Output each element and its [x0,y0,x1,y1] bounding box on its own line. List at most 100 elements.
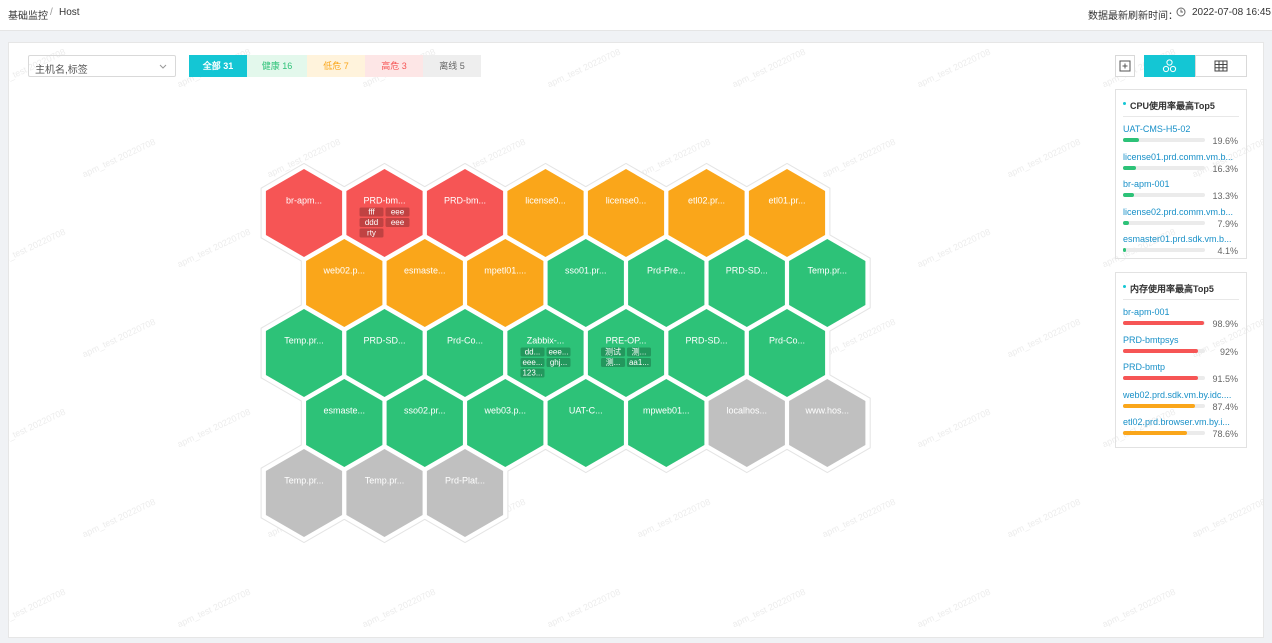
breadcrumb[interactable]: 基础监控 [8,11,48,22]
tag-bg [627,358,651,367]
host-hexagon[interactable]: Prd-Co... [426,309,504,397]
value-label: 16.3% [1212,163,1238,174]
host-label: etl02.pr... [688,195,725,205]
host-hexagon[interactable]: esmaste... [386,239,463,327]
host-label: license0... [606,195,647,205]
hex [628,379,705,467]
host-hexagon[interactable]: Zabbix-...dd... eee...eee... ghj...123... [507,309,584,397]
hex [306,239,383,327]
search-select[interactable]: 主机名,标签 [28,55,176,77]
tag: 测... [606,358,621,367]
tag-bg [520,347,545,357]
refresh-time: 2022-07-08 16:45 [1192,7,1271,18]
top-bar: 基础监控 / Host 数据最新刷新时间： 2022-07-08 16:45 [0,0,1272,31]
progress-bar [1123,348,1199,353]
hex [426,309,504,397]
host-hexagon[interactable]: PRD-SD... [346,309,423,397]
host-label: Prd-Plat... [445,475,485,485]
host-hexagon[interactable]: license0... [587,169,665,257]
host-hexagon[interactable]: sso01.pr... [547,239,624,327]
host-label: PRD-SD... [685,335,727,345]
host-hexagon[interactable]: etl02.pr... [668,169,745,257]
placeholder: 主机名,标签 [35,65,88,76]
host-name[interactable]: PRD-bmtpsys [1123,334,1179,345]
hex [708,379,785,467]
host-name[interactable]: web02.prd.sdk.vm.by.idc.... [1123,389,1232,400]
value-label: 87.4% [1212,401,1238,412]
host-hexagon[interactable]: localhos... [708,379,785,467]
host-label: esmaste... [404,265,446,275]
host-hexagon[interactable]: UAT-C... [547,379,624,467]
host-hexagon[interactable]: mpetl01.... [467,239,544,327]
progress-bar [1123,376,1199,380]
filter-tab[interactable]: 低危 7 [307,55,365,77]
title-dot [1123,285,1126,288]
host-hexagon[interactable]: PRE-OP...测试 测...测... aa1... [587,309,665,397]
host-hexagon[interactable]: Temp.pr... [265,449,343,537]
host-hexagon[interactable]: etl01.pr... [748,169,826,257]
expand-button[interactable] [1115,55,1135,77]
tag: eee... [522,358,542,367]
tag-bg [520,358,545,367]
host-hexagon[interactable]: PRD-SD... [708,239,785,327]
host-hexagon[interactable]: Temp.pr... [789,239,866,327]
host-label: Prd-Co... [769,335,805,345]
host-hexagon[interactable]: PRD-bm... [426,169,504,257]
host-name[interactable]: license01.prd.comm.vm.b... [1123,151,1234,162]
host-hexagon[interactable]: www.hos... [789,379,866,467]
host-hexagon[interactable]: esmaste... [306,379,383,467]
host-hexagon[interactable]: Prd-Plat... [426,449,504,537]
filter-tab[interactable]: 离线 5 [423,55,481,77]
host-label: mpetl01.... [484,265,526,275]
host-hexagon[interactable]: mpweb01... [628,379,705,467]
value-label: 19.6% [1212,136,1238,146]
title-dot [1123,102,1126,105]
host-label: PRD-SD... [726,265,768,275]
host-hexagon[interactable]: PRD-bm... fff eee ddd eee rty [346,169,423,257]
hex [668,309,745,397]
top5-panel: CPU使用率最高Top5 UAT-CMS-H5-02 19.6% license01.… [1115,89,1247,259]
value-label: 98.9% [1212,319,1238,329]
progress-bar [1123,220,1130,225]
host-hexagon[interactable]: PRD-SD... [668,309,745,397]
tag-bg [385,207,410,217]
hex [265,169,343,257]
host-name[interactable]: esmaster01.prd.sdk.vm.b... [1123,234,1232,244]
host-name[interactable]: license02.prd.comm.vm.b... [1123,206,1234,217]
hex [426,449,504,537]
view-toggle[interactable] [1144,55,1247,77]
progress-bar [1123,321,1205,325]
host-hexagon[interactable]: web03.p... [467,379,544,467]
host-hexagon[interactable]: license0... [507,169,584,257]
filter-tab[interactable]: 健康 16 [247,55,307,77]
hex [386,379,463,467]
tag: dd... [525,348,541,357]
hex [628,239,705,327]
value-label: 4.1% [1217,246,1238,256]
filter-tab[interactable]: 高危 3 [365,55,423,77]
hex [748,169,826,257]
host-hexagon[interactable]: Prd-Pre... [628,239,705,327]
host-name[interactable]: br-apm-001 [1123,307,1170,317]
host-name[interactable]: br-apm-001 [1123,179,1170,189]
host-label: UAT-C... [569,405,603,415]
host-hexagon[interactable]: Temp.pr... [265,309,343,397]
host-hexagon[interactable]: br-apm... [265,169,343,257]
progress-bar [1123,138,1140,142]
host-hexagon[interactable]: Prd-Co... [748,309,826,397]
host-label: sso01.pr... [565,265,607,275]
host-name[interactable]: PRD-bmtp [1123,362,1166,372]
hex [507,309,584,397]
watermark: apm_test 20220708 [1100,586,1177,630]
host-name[interactable]: UAT-CMS-H5-02 [1123,124,1191,134]
host-hexagon[interactable]: sso02.pr... [386,379,463,467]
host-label: Temp.pr... [284,335,324,345]
host-hexagon[interactable]: web02.p... [306,239,383,327]
chevron [159,64,167,69]
filter-tab[interactable]: 全部 31 [189,55,247,77]
host-label: www.hos... [804,405,849,415]
host-name[interactable]: etl02.prd.browser.vm.by.i... [1123,417,1230,427]
hex [346,169,423,257]
host-hexagon[interactable]: Temp.pr... [346,449,423,537]
